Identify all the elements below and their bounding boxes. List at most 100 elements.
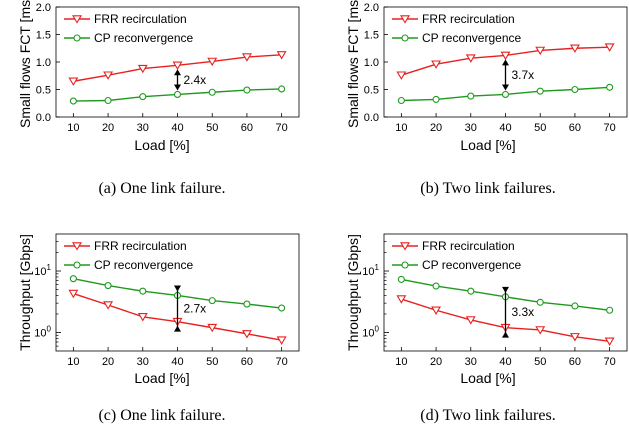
x-tick-label: 30 — [465, 356, 477, 368]
data-point — [243, 86, 251, 94]
y-tick-label: 100 — [34, 324, 51, 339]
legend-marker — [400, 242, 410, 251]
data-point — [467, 287, 475, 295]
y-tick-label: 1.5 — [36, 30, 51, 42]
ratio-annotation: 2.7x — [174, 285, 207, 332]
x-tick-label: 40 — [499, 122, 511, 134]
x-tick-label: 50 — [534, 122, 546, 134]
ratio-annotation: 3.7x — [502, 59, 535, 91]
y-tick-label: 101 — [362, 263, 379, 278]
x-tick-label: 60 — [569, 356, 581, 368]
data-point — [208, 297, 216, 305]
legend: FRR recirculation CP reconvergence — [392, 239, 521, 272]
y-axis-label: Small flows FCT [ms] — [17, 0, 33, 128]
data-point — [535, 46, 546, 56]
data-point — [207, 323, 218, 333]
legend-marker — [400, 15, 410, 24]
data-point — [396, 295, 407, 304]
data-point — [137, 64, 148, 74]
x-axis-label: Load [%] — [134, 137, 189, 153]
x-tick-label: 60 — [241, 122, 253, 134]
series-frr-recirculation — [396, 43, 615, 80]
y-tick-label: 2.0 — [36, 2, 51, 14]
data-point — [501, 90, 510, 98]
x-tick-label: 40 — [171, 356, 183, 368]
x-tick-label: 20 — [102, 356, 114, 368]
data-point — [571, 302, 579, 310]
data-point — [207, 57, 218, 67]
chart-panel-1: 10 20 30 40 50 60 70 0.0 0.5 1.0 1.5 2.0 Load [%] Sma… — [345, 0, 628, 197]
annotation-label: 3.7x — [512, 68, 535, 82]
annotation-arrow-head — [174, 325, 181, 332]
annotation-label: 3.3x — [512, 305, 535, 319]
legend-label: FRR recirculation — [94, 12, 187, 26]
x-tick-label: 70 — [604, 122, 616, 134]
data-point — [69, 275, 77, 283]
x-tick-label: 60 — [241, 356, 253, 368]
data-point — [431, 306, 442, 315]
y-tick-label: 0.0 — [36, 112, 51, 124]
data-point — [397, 96, 405, 105]
data-point — [276, 51, 287, 60]
x-tick-label: 70 — [276, 356, 288, 368]
data-point — [137, 313, 148, 322]
data-point — [103, 71, 114, 80]
data-point — [536, 87, 544, 95]
x-tick-label: 20 — [102, 122, 114, 134]
chart-panel-3: 10 20 30 40 50 60 70 100 101 Load [%] Throughput [… — [345, 233, 628, 424]
data-point — [606, 83, 614, 91]
annotation-arrow-head — [174, 84, 181, 91]
y-tick-label: 0.0 — [364, 112, 379, 124]
data-point — [278, 85, 286, 93]
data-point — [569, 333, 580, 342]
y-tick-label: 2.0 — [364, 2, 379, 14]
ratio-annotation: 3.3x — [502, 286, 535, 338]
data-point — [68, 289, 79, 299]
data-point — [604, 43, 615, 52]
data-point — [139, 93, 147, 101]
data-point — [467, 92, 475, 100]
data-point — [432, 282, 440, 290]
annotation-arrow-head — [502, 331, 509, 338]
legend-label: CP reconvergence — [422, 31, 521, 45]
annotation-label: 2.7x — [184, 302, 207, 316]
data-point — [396, 71, 407, 80]
data-point — [432, 95, 440, 103]
legend-label: FRR recirculation — [94, 239, 187, 253]
y-axis-label: Throughput [Gbps] — [345, 234, 361, 351]
data-point — [278, 304, 286, 312]
panel-caption: (c) One link failure. — [98, 407, 225, 424]
data-point — [604, 337, 615, 346]
data-point — [536, 298, 544, 306]
x-axis-label: Load [%] — [134, 370, 189, 386]
annotation-arrow-head — [174, 69, 181, 76]
legend-label: FRR recirculation — [422, 12, 515, 26]
data-point — [606, 306, 614, 314]
x-axis-label: Load [%] — [460, 137, 515, 153]
data-point — [173, 90, 182, 98]
x-tick-label: 50 — [534, 356, 546, 368]
x-tick-label: 30 — [465, 122, 477, 134]
x-tick-label: 10 — [67, 122, 79, 134]
legend: FRR recirculation CP reconvergence — [392, 12, 521, 45]
legend-marker — [72, 242, 82, 251]
data-point — [139, 287, 147, 295]
x-tick-label: 30 — [137, 122, 149, 134]
x-tick-label: 10 — [395, 356, 407, 368]
annotation-arrow-head — [502, 59, 509, 66]
x-tick-label: 20 — [430, 122, 442, 134]
data-point — [465, 316, 476, 325]
annotation-arrow-head — [502, 286, 509, 293]
annotation-arrow-head — [502, 84, 509, 91]
data-point — [397, 275, 405, 283]
panel-caption: (d) Two link failures. — [420, 407, 555, 424]
data-point — [569, 44, 580, 53]
legend-marker — [401, 261, 409, 269]
x-tick-label: 10 — [395, 122, 407, 134]
y-tick-label: 1.0 — [364, 57, 379, 69]
data-point — [69, 97, 77, 105]
y-tick-label: 101 — [34, 263, 51, 278]
chart-panel-2: 10 20 30 40 50 60 70 100 101 Load [%] Throughput [… — [17, 233, 300, 424]
y-tick-label: 0.5 — [364, 85, 379, 97]
legend-label: FRR recirculation — [422, 239, 515, 253]
